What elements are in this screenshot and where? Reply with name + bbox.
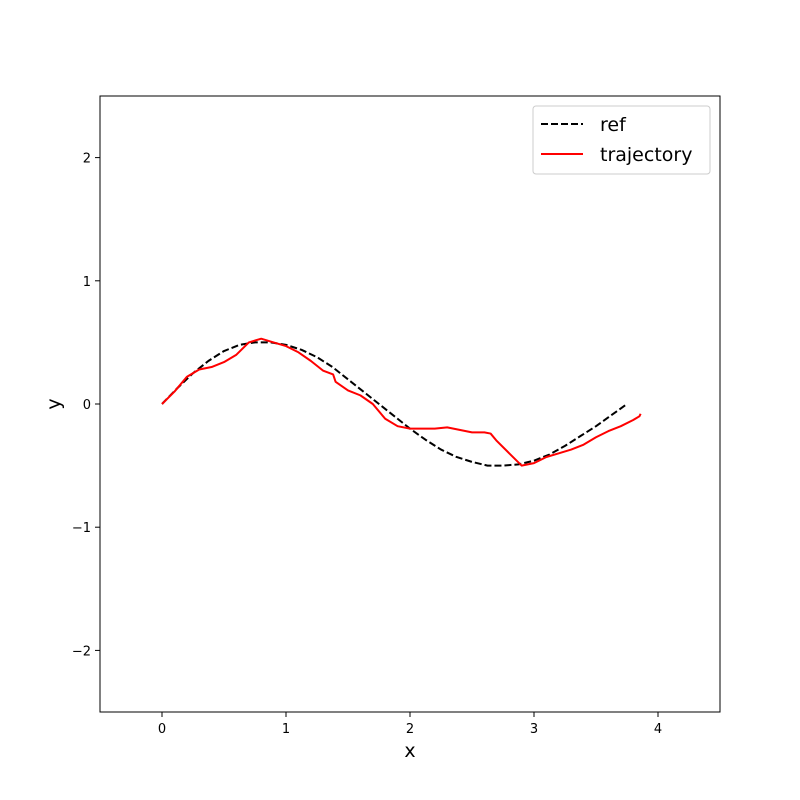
legend-label-ref: ref [600, 114, 627, 136]
x-tick-label: 2 [406, 722, 414, 737]
x-tick-label: 3 [530, 722, 538, 737]
series-line-trajectory [161, 337, 642, 467]
series-line-ref [161, 341, 628, 467]
x-axis-ticks: 0 1 2 3 4 [158, 712, 662, 737]
y-tick-label: 0 [83, 398, 91, 413]
x-tick-label: 4 [654, 722, 662, 737]
legend: ref trajectory [532, 105, 711, 175]
y-axis-ticks: −2 −1 0 1 2 [72, 152, 100, 659]
x-axis-label: x [404, 740, 415, 762]
series-layer [161, 337, 642, 467]
y-tick-label: −1 [72, 521, 91, 536]
y-axis-label: y [43, 398, 65, 409]
x-tick-label: 1 [282, 722, 290, 737]
y-tick-label: 1 [83, 275, 91, 290]
x-tick-label: 0 [158, 722, 166, 737]
y-tick-label: 2 [83, 152, 91, 167]
legend-label-trajectory: trajectory [600, 144, 692, 166]
y-tick-label: −2 [72, 644, 91, 659]
